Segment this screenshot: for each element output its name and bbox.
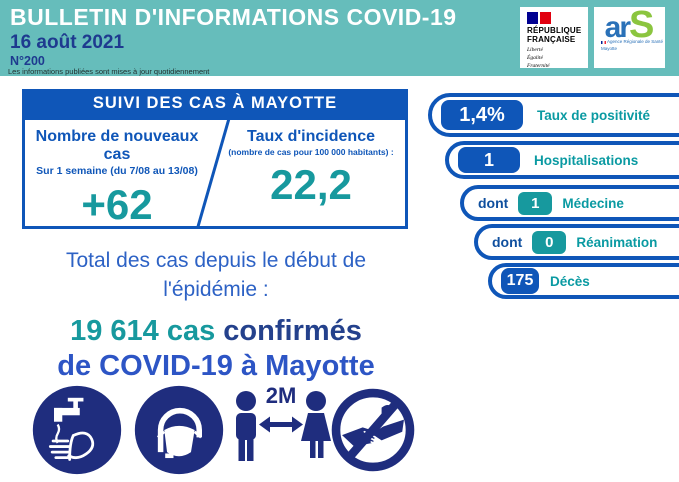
total-cases-location: de COVID-19 à Mayotte bbox=[57, 350, 375, 383]
stat-value-badge: 1,4% bbox=[441, 100, 523, 130]
incidence-label: Taux d'incidence bbox=[247, 128, 375, 145]
ars-subtitle: Agence Régionale de Santé Mayotte bbox=[601, 39, 664, 52]
total-cases-intro: Total des cas depuis le début de l'épidé… bbox=[65, 249, 367, 301]
incidence-value: 22,2 bbox=[270, 161, 352, 208]
stat-row-medecine: dont 1 Médecine bbox=[460, 185, 679, 221]
face-mask-icon bbox=[134, 385, 224, 475]
incidence-sublabel: (nombre de cas pour 100 000 habitants) : bbox=[228, 147, 394, 157]
hand-washing-icon bbox=[32, 385, 122, 475]
case-panel-body: Nombre de nouveaux cas Sur 1 semaine (du… bbox=[22, 117, 408, 229]
page-title: BULLETIN D'INFORMATIONS COVID-19 bbox=[10, 4, 457, 30]
republique-motto: Liberté Égalité Fraternité bbox=[527, 47, 550, 70]
total-cases-block: Total des cas depuis le début de l'épidé… bbox=[0, 247, 432, 385]
new-cases-sublabel: Sur 1 semaine (du 7/08 au 13/08) bbox=[36, 165, 198, 177]
stat-value-badge: 1 bbox=[458, 147, 520, 173]
new-cases-value: +62 bbox=[81, 181, 153, 228]
update-note: Les informations publiées sont mises à j… bbox=[8, 67, 210, 76]
stat-label: Taux de positivité bbox=[537, 107, 651, 123]
stat-label: Médecine bbox=[562, 195, 624, 211]
ars-wordmark: arS bbox=[604, 4, 655, 46]
stat-row-deces: 175 Décès bbox=[488, 263, 679, 299]
logo-ars-mayotte: arS Agence Régionale de Santé Mayotte bbox=[594, 4, 665, 68]
stat-prefix: dont bbox=[492, 234, 523, 250]
incidence-column: Taux d'incidence (nombre de cas pour 100… bbox=[217, 120, 405, 209]
stat-value-badge: 175 bbox=[501, 268, 539, 294]
stat-row-hospitalisations: 1 Hospitalisations bbox=[445, 141, 679, 179]
total-cases-value: 19 614 cas confirmés de COVID-19 à Mayot… bbox=[0, 314, 432, 385]
stat-label: Réanimation bbox=[576, 234, 658, 250]
republique-name: RÉPUBLIQUE FRANÇAISE bbox=[527, 26, 582, 45]
stat-row-reanimation: dont 0 Réanimation bbox=[474, 224, 679, 260]
stat-label: Hospitalisations bbox=[534, 152, 639, 168]
header-band: BULLETIN D'INFORMATIONS COVID-19 16 août… bbox=[0, 0, 679, 76]
case-panel-title: SUIVI DES CAS À MAYOTTE bbox=[22, 89, 408, 117]
stat-value-badge: 0 bbox=[532, 230, 567, 254]
bulletin-issue-number: N°200 bbox=[10, 54, 45, 68]
french-flag-icon bbox=[527, 12, 551, 24]
physical-distancing-icon: 2M bbox=[236, 385, 331, 461]
logo-republique-francaise: RÉPUBLIQUE FRANÇAISE Liberté Égalité Fra… bbox=[520, 7, 588, 70]
no-handshake-icon bbox=[331, 388, 415, 472]
new-cases-column: Nombre de nouveaux cas Sur 1 semaine (du… bbox=[25, 120, 209, 228]
case-tracking-panel: SUIVI DES CAS À MAYOTTE Nombre de nouvea… bbox=[22, 89, 408, 229]
stat-label: Décès bbox=[550, 273, 590, 289]
distance-2m-label: 2M bbox=[266, 385, 297, 408]
stat-prefix: dont bbox=[478, 195, 509, 211]
total-cases-number: 19 614 cas bbox=[70, 314, 216, 347]
stat-value-badge: 1 bbox=[518, 191, 553, 215]
stat-row-positivity-rate: 1,4% Taux de positivité bbox=[428, 93, 679, 137]
new-cases-label: Nombre de nouveaux cas bbox=[35, 128, 199, 163]
total-cases-confirmed: confirmés bbox=[223, 314, 362, 347]
french-flag-icon bbox=[601, 40, 606, 44]
bulletin-date: 16 août 2021 bbox=[10, 32, 125, 53]
